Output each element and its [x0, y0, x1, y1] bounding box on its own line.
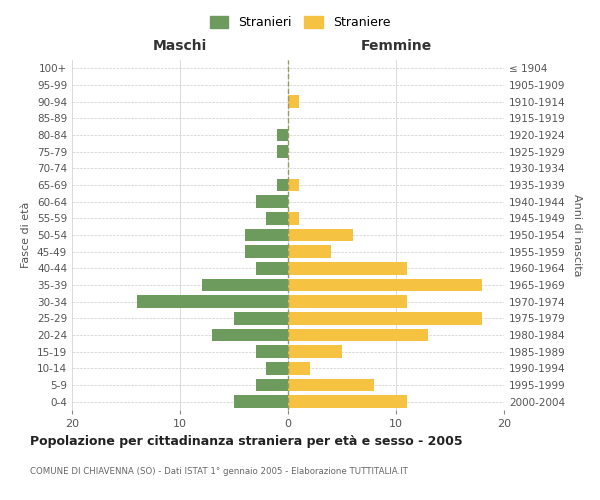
Bar	[288, 312, 482, 324]
Text: Popolazione per cittadinanza straniera per età e sesso - 2005: Popolazione per cittadinanza straniera p…	[30, 435, 463, 448]
Y-axis label: Anni di nascita: Anni di nascita	[572, 194, 582, 276]
Bar	[256, 379, 288, 391]
Bar	[245, 246, 288, 258]
Bar	[256, 196, 288, 208]
Bar	[288, 279, 482, 291]
Bar	[256, 346, 288, 358]
Bar	[234, 396, 288, 408]
Bar	[288, 296, 407, 308]
Bar	[277, 146, 288, 158]
Bar	[202, 279, 288, 291]
Bar	[266, 212, 288, 224]
Text: COMUNE DI CHIAVENNA (SO) - Dati ISTAT 1° gennaio 2005 - Elaborazione TUTTITALIA.: COMUNE DI CHIAVENNA (SO) - Dati ISTAT 1°…	[30, 468, 408, 476]
Bar	[288, 362, 310, 374]
Bar	[277, 179, 288, 192]
Text: Maschi: Maschi	[153, 39, 207, 53]
Bar	[234, 312, 288, 324]
Bar	[288, 329, 428, 341]
Bar	[288, 379, 374, 391]
Bar	[266, 362, 288, 374]
Bar	[288, 96, 299, 108]
Text: Femmine: Femmine	[361, 39, 431, 53]
Bar	[256, 262, 288, 274]
Bar	[245, 229, 288, 241]
Y-axis label: Fasce di età: Fasce di età	[22, 202, 31, 268]
Bar	[288, 212, 299, 224]
Bar	[288, 246, 331, 258]
Legend: Stranieri, Straniere: Stranieri, Straniere	[205, 11, 395, 34]
Bar	[288, 396, 407, 408]
Bar	[137, 296, 288, 308]
Bar	[277, 129, 288, 141]
Bar	[212, 329, 288, 341]
Bar	[288, 179, 299, 192]
Bar	[288, 229, 353, 241]
Bar	[288, 346, 342, 358]
Bar	[288, 262, 407, 274]
